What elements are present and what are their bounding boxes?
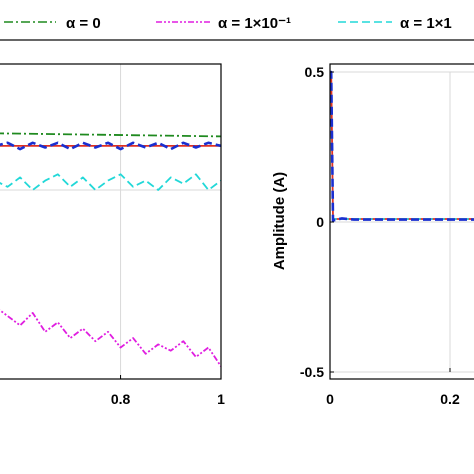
left-panel: 0.8 1 [0,63,225,407]
legend-box [0,0,474,41]
right-series-line-0 [330,71,474,220]
legend-entry-alpha-1e-1: α = 1×10⁻¹ [156,15,291,32]
right-y-ticks: 0.5 0 -0.5 [300,64,334,380]
left-x-tick-label: 1 [217,391,225,407]
right-series-line-1 [330,71,474,220]
legend-entry-alpha-1e1: α = 1×1 [338,15,452,32]
right-x-tick-label: 0 [326,391,334,407]
left-axes-frame [0,63,222,380]
left-x-tick-label: 0.8 [111,391,131,407]
right-series [330,70,474,222]
left-series-line-4 [0,309,221,367]
right-series-line-2 [330,70,474,222]
right-x-tick-label: 0.2 [440,391,460,407]
right-x-ticks: 0 0.2 [326,368,460,407]
left-series-line-0 [0,132,221,138]
right-y-axis-label: Amplitude (A) [271,172,288,270]
right-y-tick-label: 0 [316,214,324,230]
legend-label-alpha-1e-1: α = 1×10⁻¹ [218,15,291,32]
left-series [0,132,221,367]
left-series-line-2 [0,141,221,151]
left-series-line-3 [0,173,221,191]
legend-entry-alpha-0: α = 0 [4,15,101,32]
legend-label-alpha-1e1: α = 1×1 [400,15,452,32]
legend-label-alpha-0: α = 0 [66,15,101,32]
right-panel: 0 0.2 0.50-0.5 Amplitude (A) [271,63,474,407]
left-grid [0,64,222,379]
right-y-tick-label: 0.5 [305,64,325,80]
left-x-ticks: 0.8 1 [111,375,225,407]
right-grid [329,71,474,373]
legend: α = 0 α = 1×10⁻¹ α = 1×1 [0,0,474,41]
right-y-tick-label: -0.5 [300,364,324,380]
